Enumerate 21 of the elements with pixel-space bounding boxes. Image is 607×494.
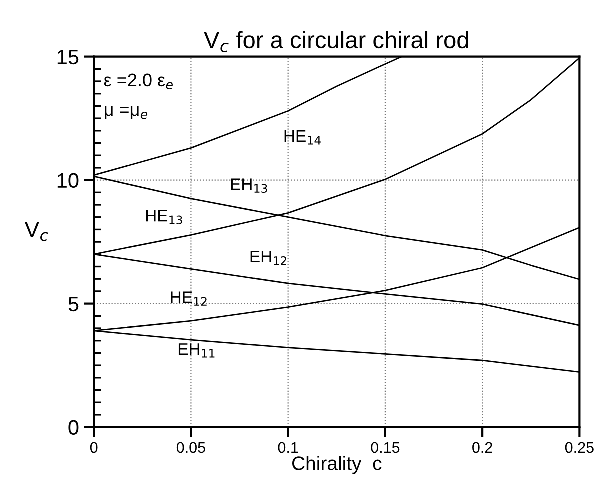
- annotation: μ =μ$_{e}$: [105, 106, 148, 120]
- x-tick-label: 0: [90, 442, 98, 454]
- y-axis-title: V$_{c}$: [24, 222, 48, 242]
- x-tick-label: 0.15: [371, 442, 400, 454]
- x-tick-label: 0.2: [472, 442, 492, 454]
- annotation: EH$_{13}$: [231, 178, 268, 194]
- x-tick-label: 0.1: [278, 442, 298, 454]
- annotation: HE$_{14}$: [284, 130, 321, 145]
- y-tick-label: 15: [58, 50, 79, 65]
- annotation: EH$_{12}$: [250, 250, 286, 266]
- chart-title: V$_{c}$ for a circular chiral rod: [204, 31, 468, 52]
- y-tick-label: 5: [68, 297, 79, 312]
- x-axis-title: Chirality c: [292, 456, 382, 474]
- annotation: ε =2.0 ε$_{e}$: [104, 74, 173, 90]
- x-tick-label: 0.05: [176, 442, 206, 454]
- y-tick-label: 0: [68, 420, 79, 436]
- annotation: HE$_{12}$: [171, 292, 207, 306]
- annotation: HE$_{13}$: [146, 210, 182, 225]
- y-tick-label: 10: [58, 173, 79, 188]
- annotation: EH$_{11}$: [178, 344, 215, 358]
- x-tick-label: 0.25: [565, 442, 594, 454]
